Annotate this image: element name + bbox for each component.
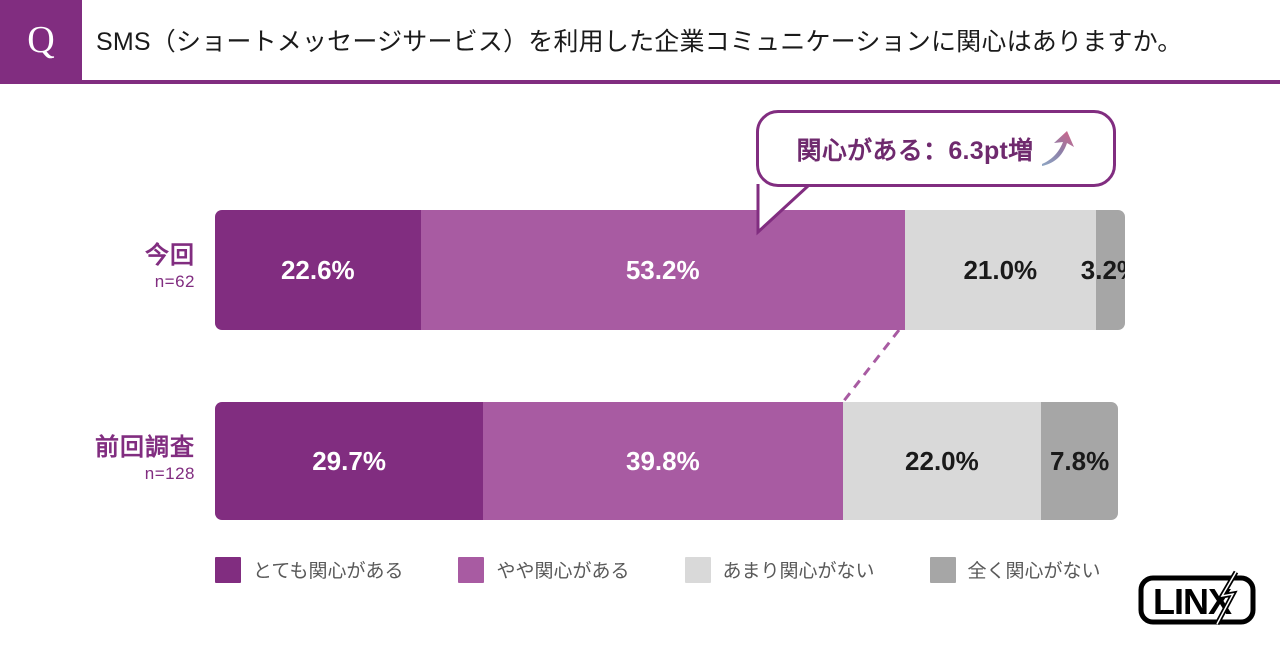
legend-label: とても関心がある	[253, 561, 404, 582]
up-trend-arrow-icon	[1041, 130, 1075, 168]
legend: とても関心がある やや関心がある あまり関心がない 全く関心がない	[215, 556, 1156, 583]
legend-label: あまり関心がない	[722, 561, 875, 582]
bar-segment-very-interested[interactable]: 29.7%	[215, 402, 484, 520]
legend-item[interactable]: 全く関心がない	[929, 556, 1101, 583]
page-title: SMS（ショートメッセージサービス）を利用した企業コミュニケーションに関心はあり…	[96, 28, 1183, 56]
segment-value-label: 22.0%	[905, 445, 979, 476]
row-label-group: 今回 n=62	[0, 242, 195, 292]
segment-value-label: 22.6%	[280, 254, 355, 285]
segment-value-label: 21.0%	[963, 254, 1038, 285]
bar-segment-somewhat-interested[interactable]: 53.2%	[420, 210, 905, 330]
stacked-bar: 22.6% 53.2% 21.0% 3.2%	[215, 210, 1125, 330]
segment-value-label: 39.8%	[626, 445, 700, 476]
segment-value-label: 7.8%	[1049, 445, 1110, 476]
bar-segment-not-interested[interactable]: 7.8%	[1041, 402, 1118, 520]
legend-swatch-icon	[684, 556, 711, 583]
legend-swatch-icon	[215, 556, 241, 583]
legend-swatch-icon	[458, 556, 485, 583]
row-title: 前回調査	[95, 434, 195, 461]
row-sample-size: n=128	[144, 463, 195, 483]
callout-bubble: 関心がある：6.3pt増	[756, 110, 1116, 187]
bar-segment-not-interested[interactable]: 3.2%	[1081, 210, 1125, 330]
callout-tail	[756, 184, 810, 236]
stacked-bar-chart: 関心がある：6.3pt増 今回 n=62	[0, 84, 1280, 670]
legend-swatch-icon	[929, 556, 956, 583]
question-badge-label: Q	[27, 19, 55, 61]
legend-label: 全く関心がない	[967, 561, 1101, 582]
callout-text: 関心がある：6.3pt増	[796, 136, 1034, 165]
bar-segment-very-interested[interactable]: 22.6%	[215, 210, 421, 330]
segment-value-label: 53.2%	[625, 254, 700, 285]
stacked-bar: 29.7% 39.8% 22.0% 7.8%	[215, 402, 1118, 520]
row-sample-size: n=62	[154, 271, 195, 291]
legend-item[interactable]: やや関心がある	[458, 556, 630, 583]
segment-value-label: 29.7%	[312, 445, 386, 476]
question-badge: Q	[0, 0, 82, 80]
legend-label: やや関心がある	[496, 561, 630, 582]
bar-segment-not-very-interested[interactable]: 21.0%	[904, 210, 1096, 330]
header-divider	[0, 80, 1280, 84]
segment-value-label: 3.2%	[1080, 254, 1125, 285]
legend-item[interactable]: とても関心がある	[215, 556, 403, 583]
linx-logo: LINX	[1137, 570, 1257, 630]
row-label-group: 前回調査 n=128	[0, 434, 195, 484]
bar-segment-not-very-interested[interactable]: 22.0%	[842, 402, 1042, 520]
row-title: 今回	[145, 242, 195, 269]
legend-item[interactable]: あまり関心がない	[684, 556, 875, 583]
header: Q SMS（ショートメッセージサービス）を利用した企業コミュニケーションに関心は…	[0, 0, 1280, 84]
bar-segment-somewhat-interested[interactable]: 39.8%	[483, 402, 843, 520]
